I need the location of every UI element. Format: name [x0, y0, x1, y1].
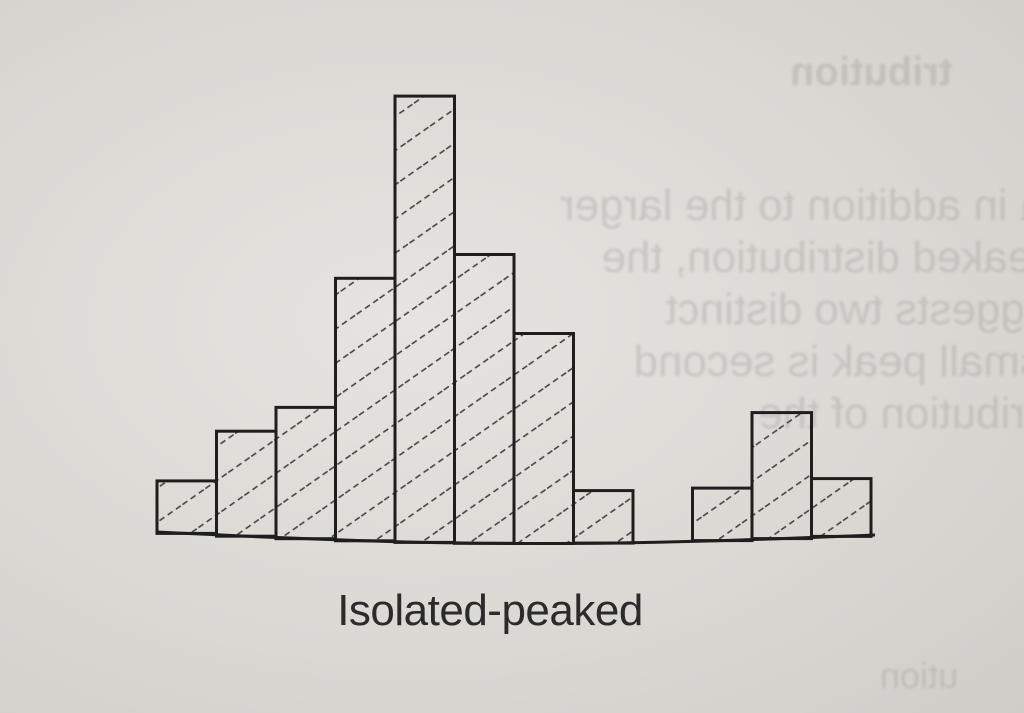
- histogram-bar-3: [274, 405, 337, 541]
- histogram-bar-1: [155, 479, 218, 535]
- histogram-bar-12: [810, 477, 873, 538]
- histogram-baseline: [156, 530, 876, 545]
- histogram-bar-4: [334, 276, 397, 543]
- histogram-bar-8: [572, 489, 635, 545]
- histogram-bar-5: [393, 94, 456, 544]
- histogram-bar-2: [215, 429, 278, 538]
- histogram-bar-6: [453, 253, 516, 545]
- histogram-bars: [155, 94, 873, 545]
- histogram-bar-7: [512, 332, 575, 545]
- histogram-bar-11: [750, 411, 813, 541]
- chart-caption: Isolated-peaked: [337, 586, 643, 635]
- histogram-bar-10: [691, 486, 754, 543]
